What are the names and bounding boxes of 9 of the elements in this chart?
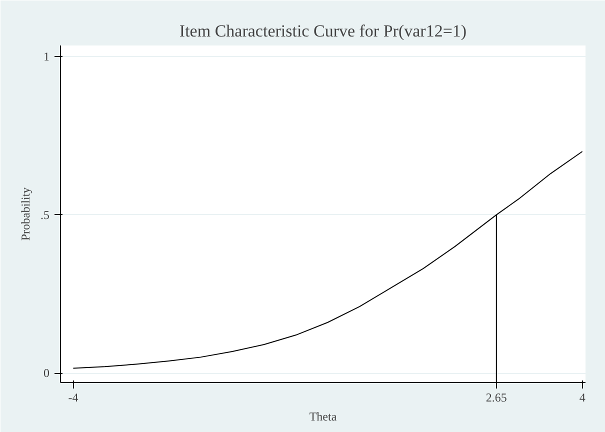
x-tick-label: 4 — [579, 390, 586, 404]
x-axis-title: Theta — [309, 410, 338, 424]
y-tick-label: 1 — [44, 50, 50, 64]
y-tick-label: 0 — [44, 366, 50, 380]
chart-title: Item Characteristic Curve for Pr(var12=1) — [179, 22, 467, 40]
x-tick-label: 2.65 — [486, 390, 507, 404]
x-tick-label: -4 — [68, 390, 78, 404]
y-tick-label: .5 — [40, 208, 50, 222]
y-axis-title: Probability — [18, 187, 32, 241]
